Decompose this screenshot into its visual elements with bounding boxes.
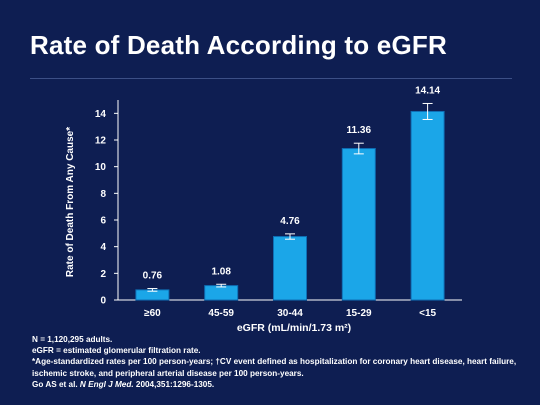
data-label-4: 14.14 xyxy=(415,85,440,96)
y-tick-label: 6 xyxy=(100,216,106,227)
data-label-1: 1.08 xyxy=(211,266,231,277)
bar-1 xyxy=(204,285,239,301)
footnotes: N = 1,120,295 adults. eGFR = estimated g… xyxy=(32,334,532,390)
footnote-egfr-definition: eGFR = estimated glomerular filtration r… xyxy=(32,346,201,356)
y-tick-label: 14 xyxy=(95,109,107,120)
footnote-rate-definition: *Age-standardized rates per 100 person-y… xyxy=(32,357,517,378)
x-tick-label-1: 45-59 xyxy=(208,308,234,319)
x-tick-label-2: 30-44 xyxy=(277,308,303,319)
x-tick-label-4: <15 xyxy=(419,308,436,319)
bar-2 xyxy=(273,236,307,301)
y-tick-label: 0 xyxy=(100,296,106,307)
citation-details: 2004,351:1296-1305. xyxy=(133,379,215,389)
y-axis-title: Rate of Death From Any Cause* xyxy=(65,127,76,277)
y-tick-label: 10 xyxy=(95,162,107,173)
data-label-0: 0.76 xyxy=(143,271,163,282)
citation-authors: Go AS et al. xyxy=(32,379,80,389)
x-tick-label-3: 15-29 xyxy=(346,308,372,319)
y-tick-label: 4 xyxy=(100,242,106,253)
footnote-sample-size: N = 1,120,295 adults. xyxy=(32,335,113,344)
bar-4 xyxy=(410,110,445,301)
bar-chart: 0 2 4 6 8 10 12 14 Rate of Death From Any Cause*… xyxy=(65,85,462,334)
footnote-citation: Go AS et al. N Engl J Med. 2004,351:1296… xyxy=(32,379,532,390)
slide-title: Rate of Death According to eGFR xyxy=(30,30,447,60)
x-tick-label-0: ≥60 xyxy=(144,308,161,319)
y-tick-label: 12 xyxy=(95,136,107,147)
citation-journal: N Engl J Med. xyxy=(79,379,134,389)
x-axis-title: eGFR (mL/min/1.73 m²) xyxy=(237,322,351,334)
y-tick-label: 8 xyxy=(100,189,106,200)
data-label-2: 4.76 xyxy=(280,216,300,227)
title-divider xyxy=(30,78,512,79)
data-label-3: 11.36 xyxy=(347,125,372,136)
bar-3 xyxy=(341,148,376,301)
y-tick-label: 2 xyxy=(100,269,106,280)
